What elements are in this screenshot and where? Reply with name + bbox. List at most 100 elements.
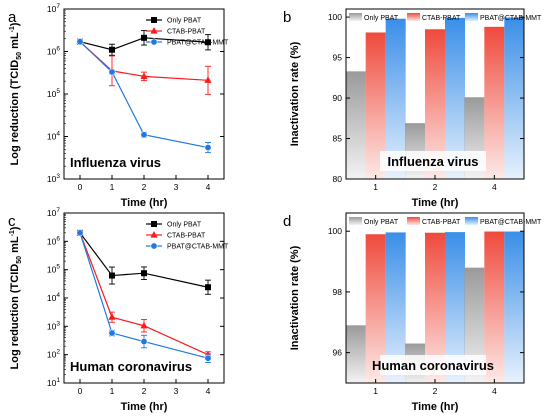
legend-label: CTAB-PBAT — [167, 29, 206, 36]
series-line — [79, 41, 209, 149]
y-tick-label: 106 — [47, 235, 60, 246]
data-point — [140, 321, 148, 329]
panel-annotation: Influenza virus — [387, 154, 478, 169]
bar — [504, 231, 525, 383]
legend-label: CTAB-PBAT — [422, 15, 461, 22]
legend-label: Only PBAT — [364, 219, 399, 226]
data-point — [76, 229, 84, 237]
legend-swatch — [349, 217, 362, 225]
y-tick-label: 95 — [333, 53, 343, 63]
bar — [425, 29, 445, 179]
y-axis-label: Log reduction (TCID50 mL-1) — [9, 22, 23, 165]
data-point — [204, 144, 212, 152]
x-axis-label: Time (hr) — [121, 197, 168, 209]
panel-letter: a — [8, 9, 17, 26]
bar — [365, 234, 386, 383]
y-tick-label: 105 — [47, 88, 60, 99]
x-tick-label: 3 — [174, 182, 179, 192]
legend-swatch — [407, 217, 420, 225]
y-tick-label: 107 — [47, 3, 60, 14]
x-tick-label: 2 — [433, 386, 438, 396]
bar — [484, 26, 505, 179]
bar — [445, 232, 465, 383]
y-axis-label: Inactivation rate (%) — [289, 41, 301, 146]
x-tick-label: 3 — [174, 386, 179, 396]
legend-label: PBAT@CTAB-MMT — [167, 40, 229, 47]
legend-label: PBAT@CTAB-MMT — [480, 219, 542, 226]
y-axis-label: Log reduction (TCID50 mL-1) — [9, 226, 23, 369]
legend-label: PBAT@CTAB-MMT — [167, 244, 229, 251]
legend-label: CTAB-PBAT — [167, 233, 206, 240]
data-point — [204, 354, 212, 362]
legend-marker — [150, 27, 158, 34]
bar — [464, 267, 485, 383]
y-tick-label: 104 — [47, 292, 60, 303]
annotation-box — [380, 355, 486, 375]
panel-letter: b — [283, 9, 291, 26]
bar — [484, 231, 505, 383]
panel-letter: d — [283, 213, 291, 230]
bar — [385, 18, 406, 180]
y-tick-label: 102 — [47, 349, 60, 360]
legend-marker — [151, 221, 157, 227]
data-point — [108, 329, 116, 337]
x-tick-label: 0 — [78, 182, 83, 192]
chart-panel-c: 101 102 103 104 105 106 107 0 1 2 3 4 Only PBAT CTAB-… — [8, 207, 229, 413]
y-tick-label: 80 — [333, 174, 343, 184]
y-tick-label: 101 — [47, 377, 60, 388]
y-tick-label: 105 — [47, 264, 60, 275]
x-tick-label: 2 — [142, 182, 147, 192]
bar — [425, 232, 445, 383]
legend-swatch — [465, 217, 478, 225]
x-tick-label: 2 — [142, 386, 147, 396]
y-axis-label: Inactivation rate (%) — [289, 245, 301, 350]
data-point — [108, 313, 116, 320]
data-point — [141, 34, 147, 41]
y-tick-label: 100 — [328, 226, 342, 236]
chart-panel-a: 103 104 105 106 107 0 1 2 3 4 Only PBAT CTAB-PBAT PB… — [8, 3, 229, 209]
bar — [365, 32, 386, 179]
data-point — [205, 39, 211, 46]
data-point — [109, 46, 115, 53]
bar — [385, 232, 406, 383]
legend-marker — [150, 242, 158, 250]
x-tick-label: 4 — [206, 386, 211, 396]
legend-label: CTAB-PBAT — [422, 219, 461, 226]
legend-marker — [150, 231, 158, 238]
x-tick-label: 0 — [78, 386, 83, 396]
legend-label: PBAT@CTAB-MMT — [480, 15, 542, 22]
y-tick-label: 90 — [333, 93, 343, 103]
series-line — [79, 232, 209, 359]
y-tick-label: 104 — [47, 131, 60, 142]
legend-label: Only PBAT — [167, 222, 202, 229]
y-tick-label: 85 — [333, 134, 343, 144]
bar — [504, 17, 525, 179]
y-tick-label: 100 — [328, 12, 342, 22]
legend-swatch — [465, 13, 478, 21]
x-tick-label: 1 — [373, 386, 378, 396]
data-point — [109, 272, 115, 279]
annotation-box — [380, 151, 486, 171]
x-tick-label: 4 — [206, 182, 211, 192]
x-tick-label: 4 — [492, 182, 497, 192]
y-tick-label: 96 — [333, 348, 343, 358]
x-axis-label: Time (hr) — [412, 197, 459, 209]
x-axis-label: Time (hr) — [412, 401, 459, 413]
x-tick-label: 1 — [110, 386, 115, 396]
data-point — [140, 131, 148, 139]
panel-annotation: Human coronavirus — [372, 358, 494, 373]
x-tick-label: 2 — [433, 182, 438, 192]
legend-marker — [151, 17, 157, 23]
data-point — [140, 338, 148, 346]
panel-annotation: Human coronavirus — [70, 359, 192, 374]
series-line — [79, 37, 209, 51]
x-tick-label: 1 — [373, 182, 378, 192]
y-tick-label: 103 — [47, 320, 60, 331]
data-point — [108, 68, 116, 76]
y-tick-label: 103 — [47, 173, 60, 184]
x-tick-label: 1 — [110, 182, 115, 192]
bar — [345, 325, 366, 383]
data-point — [76, 38, 84, 46]
y-tick-label: 98 — [333, 287, 343, 297]
